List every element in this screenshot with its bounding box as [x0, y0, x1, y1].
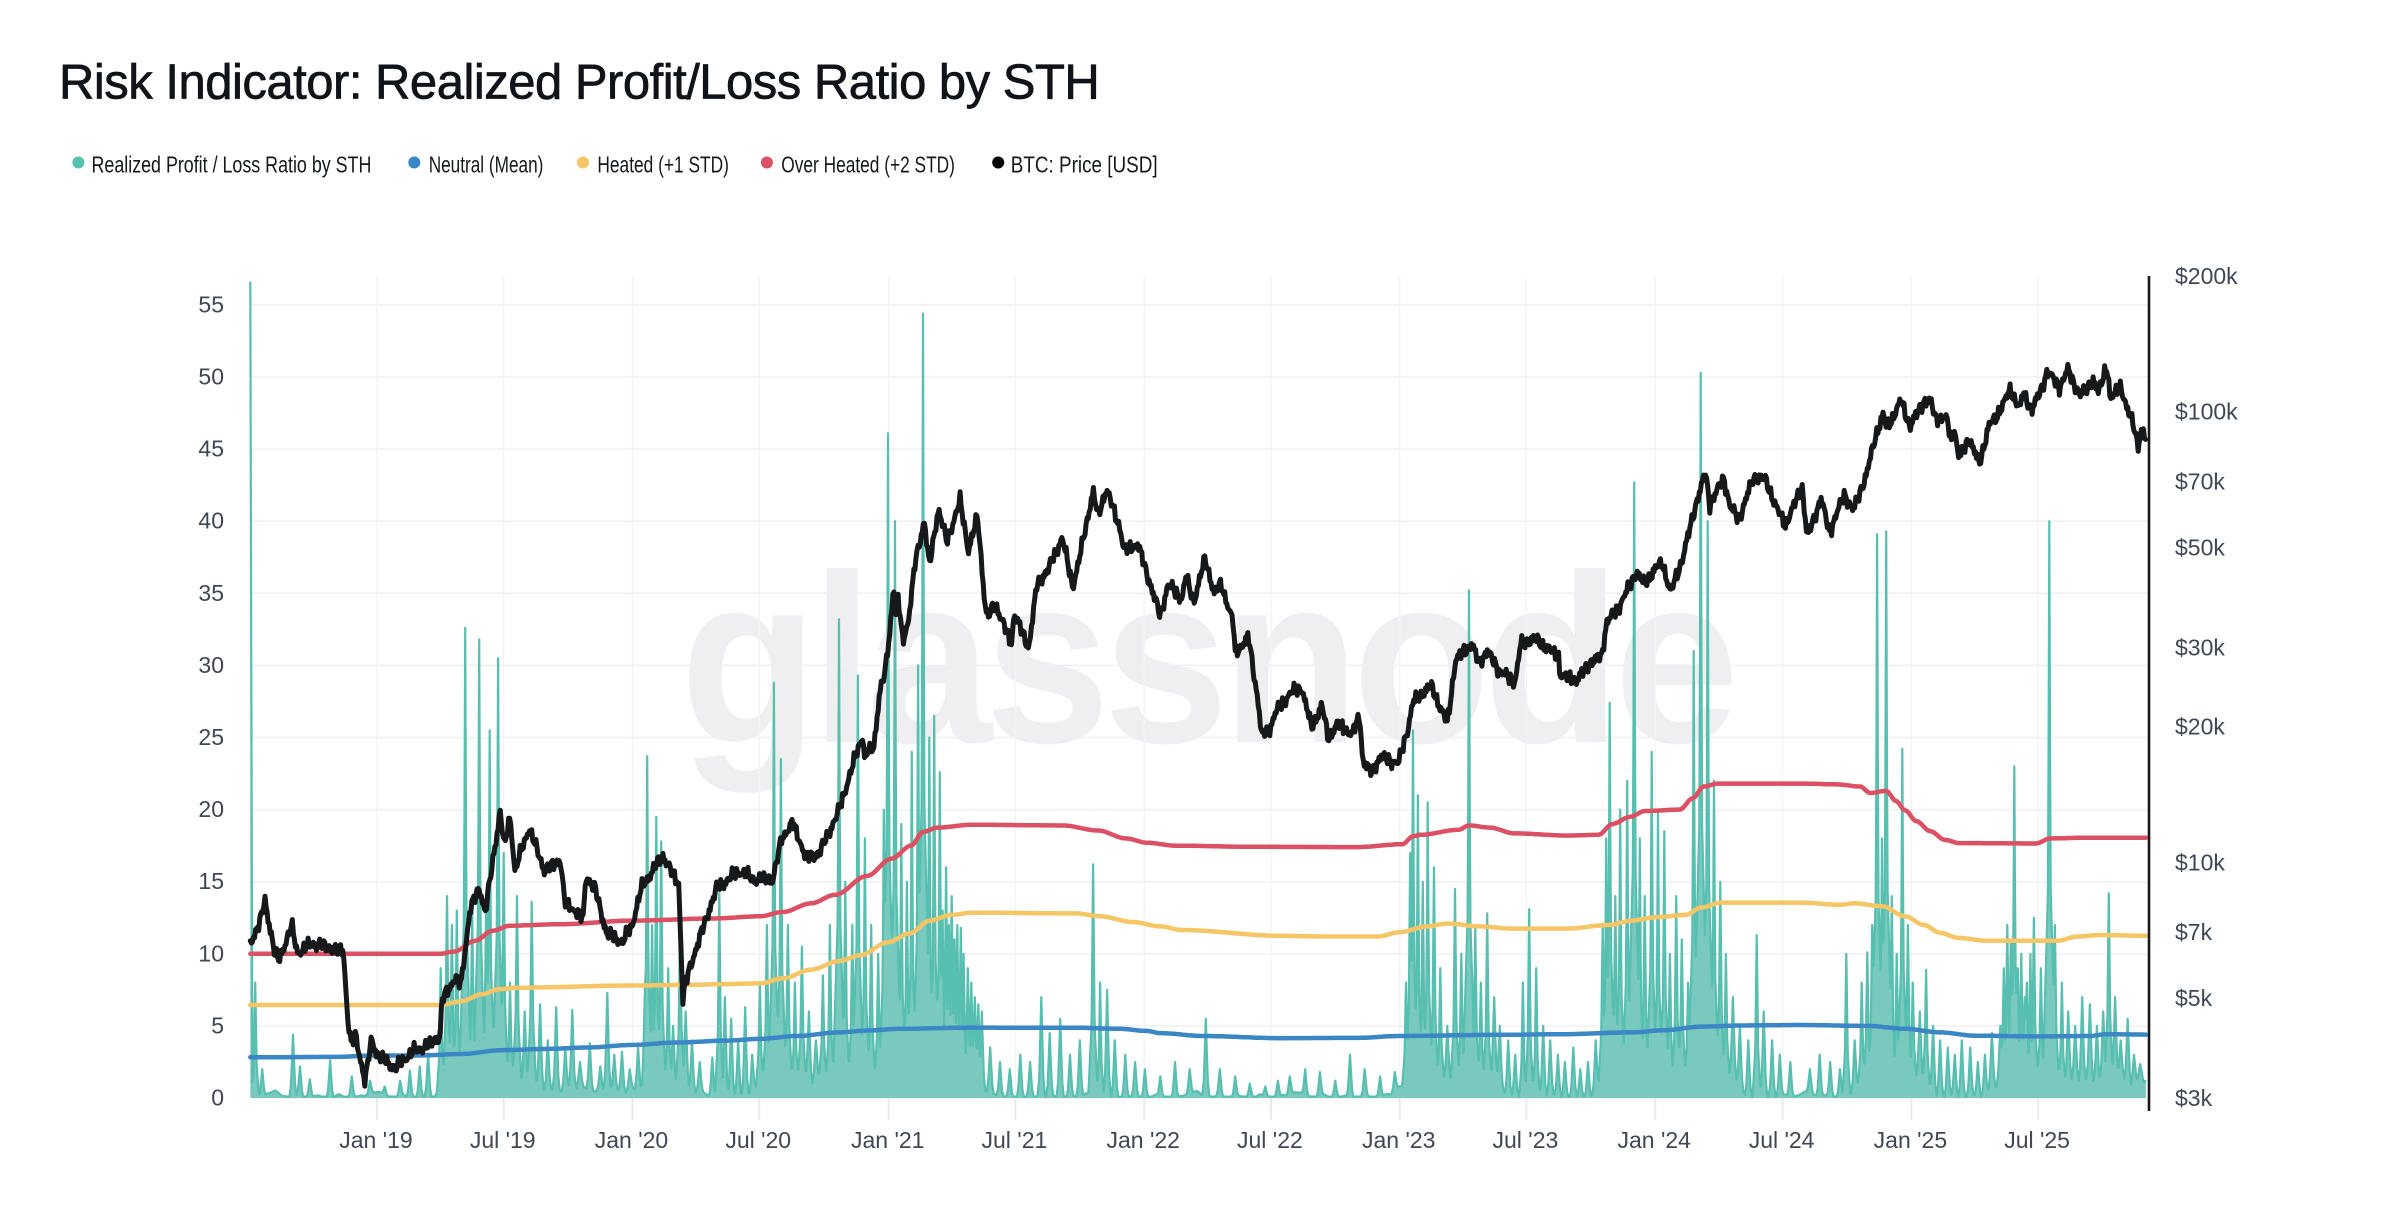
- svg-text:BTC: Price [USD]: BTC: Price [USD]: [1011, 153, 1158, 178]
- svg-text:5: 5: [211, 1012, 224, 1038]
- svg-text:$200k: $200k: [2175, 263, 2238, 289]
- svg-text:Jan '25: Jan '25: [1874, 1127, 1947, 1153]
- svg-text:Jul '19: Jul '19: [470, 1127, 536, 1153]
- svg-text:Heated (+1 STD): Heated (+1 STD): [597, 154, 729, 179]
- svg-text:$100k: $100k: [2175, 399, 2238, 425]
- svg-text:Jan '24: Jan '24: [1617, 1127, 1691, 1153]
- svg-text:10: 10: [198, 940, 224, 966]
- svg-text:$7k: $7k: [2175, 919, 2213, 945]
- svg-text:55: 55: [198, 291, 224, 317]
- svg-text:Neutral (Mean): Neutral (Mean): [429, 153, 544, 178]
- svg-text:20: 20: [198, 796, 224, 822]
- svg-text:40: 40: [198, 508, 224, 534]
- svg-text:Realized Profit / Loss Ratio b: Realized Profit / Loss Ratio by STH: [92, 153, 372, 179]
- svg-text:Jan '19: Jan '19: [339, 1127, 412, 1153]
- svg-text:50: 50: [198, 364, 224, 390]
- svg-text:Jul '21: Jul '21: [982, 1127, 1048, 1153]
- svg-text:$10k: $10k: [2175, 849, 2225, 875]
- svg-text:$3k: $3k: [2175, 1085, 2213, 1111]
- svg-text:$50k: $50k: [2175, 534, 2225, 560]
- svg-text:30: 30: [198, 652, 224, 678]
- svg-text:Jul '23: Jul '23: [1493, 1127, 1559, 1153]
- svg-text:45: 45: [198, 436, 224, 462]
- svg-text:Jul '22: Jul '22: [1237, 1127, 1303, 1153]
- svg-text:Jul '20: Jul '20: [725, 1127, 791, 1153]
- svg-text:Jul '24: Jul '24: [1749, 1127, 1815, 1153]
- svg-text:35: 35: [198, 580, 224, 606]
- svg-text:Jan '23: Jan '23: [1362, 1127, 1435, 1153]
- svg-text:Jan '22: Jan '22: [1106, 1127, 1179, 1153]
- svg-text:$30k: $30k: [2175, 634, 2225, 660]
- svg-text:Jan '21: Jan '21: [851, 1127, 924, 1153]
- svg-text:Jan '20: Jan '20: [595, 1127, 668, 1153]
- svg-text:$5k: $5k: [2175, 985, 2213, 1011]
- svg-text:$70k: $70k: [2175, 469, 2225, 495]
- svg-text:25: 25: [198, 724, 224, 750]
- svg-text:Over Heated (+2 STD): Over Heated (+2 STD): [781, 153, 955, 178]
- svg-text:Risk Indicator: Realized Profi: Risk Indicator: Realized Profit/Loss Rat…: [59, 56, 1099, 110]
- svg-text:$20k: $20k: [2175, 714, 2225, 740]
- svg-text:15: 15: [198, 868, 224, 894]
- svg-text:Jul '25: Jul '25: [2004, 1127, 2070, 1153]
- svg-text:0: 0: [211, 1085, 224, 1111]
